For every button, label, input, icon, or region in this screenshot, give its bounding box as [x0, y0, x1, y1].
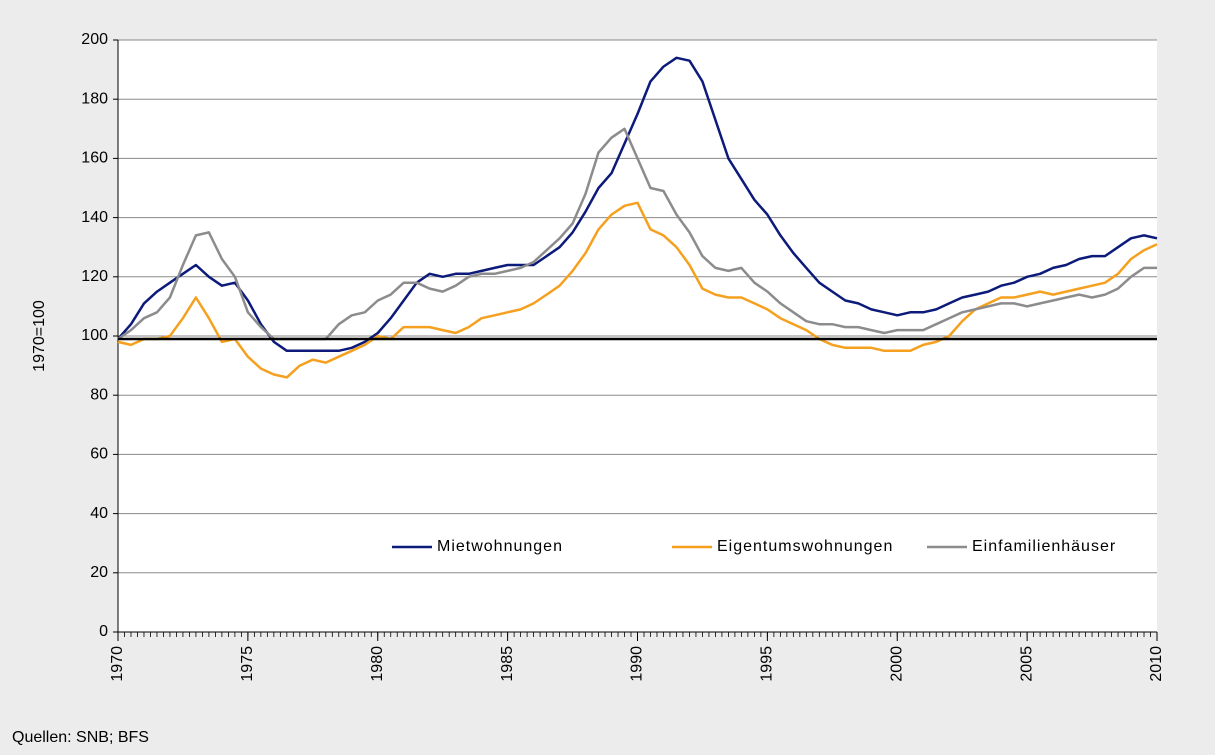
x-tick-label: 1985	[499, 646, 516, 682]
y-tick-label: 40	[90, 505, 108, 522]
legend-label: Mietwohnungen	[437, 538, 563, 555]
y-tick-label: 100	[81, 327, 108, 344]
source: Quellen: SNB; BFS	[12, 729, 149, 746]
y-tick-label: 160	[81, 150, 108, 167]
y-tick-label: 140	[81, 209, 108, 226]
y-tick-label: 200	[81, 31, 108, 48]
x-tick-label: 2005	[1018, 646, 1035, 682]
y-tick-label: 80	[90, 386, 108, 403]
legend-label: Einfamilienhäuser	[972, 538, 1116, 555]
y-tick-label: 0	[99, 623, 108, 640]
y-tick-label: 20	[90, 564, 108, 581]
series-line	[117, 201, 1158, 379]
y-tick-label: 120	[81, 268, 108, 285]
y-tick-label: 60	[90, 446, 108, 463]
x-tick-label: 1980	[369, 646, 386, 682]
legend-label: Eigentumswohnungen	[717, 538, 893, 555]
x-tick-label: 1990	[629, 646, 646, 682]
x-tick-label: 1975	[239, 646, 256, 682]
y-tick-label: 180	[81, 90, 108, 107]
x-tick-label: 2000	[888, 646, 905, 682]
x-tick-label: 1995	[759, 646, 776, 682]
x-tick-label: 1970	[109, 646, 126, 682]
x-tick-label: 2010	[1148, 646, 1165, 682]
y-axis-label: 1970=100	[31, 300, 48, 372]
series-line	[117, 56, 1158, 353]
